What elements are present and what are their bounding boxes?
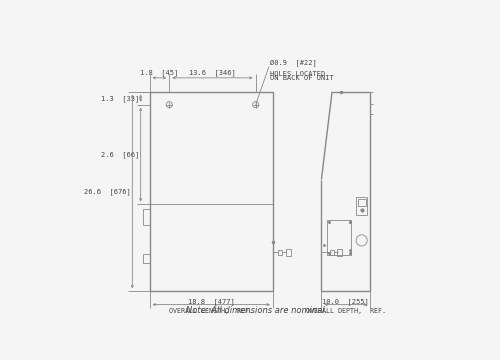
Bar xyxy=(338,249,342,256)
Bar xyxy=(330,249,334,255)
Text: 13.6  [346]: 13.6 [346] xyxy=(189,69,236,76)
Bar xyxy=(144,210,150,225)
Bar xyxy=(356,198,367,215)
Text: Note: All dimensions are nominal.: Note: All dimensions are nominal. xyxy=(186,306,327,315)
Text: 26.6  [676]: 26.6 [676] xyxy=(84,188,130,195)
Bar xyxy=(150,92,273,291)
Text: HOLES LOCATED: HOLES LOCATED xyxy=(270,71,326,77)
Text: 1.3  [33]: 1.3 [33] xyxy=(100,95,139,102)
Text: 18.8  [477]: 18.8 [477] xyxy=(188,298,234,305)
Text: 2.6  [66]: 2.6 [66] xyxy=(100,151,139,158)
Text: 10.0  [255]: 10.0 [255] xyxy=(322,298,369,305)
Text: OVERALL DEPTH,  REF.: OVERALL DEPTH, REF. xyxy=(306,309,386,315)
Text: ON BACK OF UNIT: ON BACK OF UNIT xyxy=(270,75,334,81)
Bar xyxy=(286,249,290,256)
Text: OVERALL LENGTH,  REF.: OVERALL LENGTH, REF. xyxy=(169,309,253,315)
Text: Ø0.9  [#22]: Ø0.9 [#22] xyxy=(270,59,317,66)
Bar xyxy=(358,199,366,206)
Bar xyxy=(144,255,150,264)
Bar xyxy=(278,249,282,255)
Text: 1.8  [45]: 1.8 [45] xyxy=(140,69,178,76)
Bar xyxy=(327,220,351,255)
